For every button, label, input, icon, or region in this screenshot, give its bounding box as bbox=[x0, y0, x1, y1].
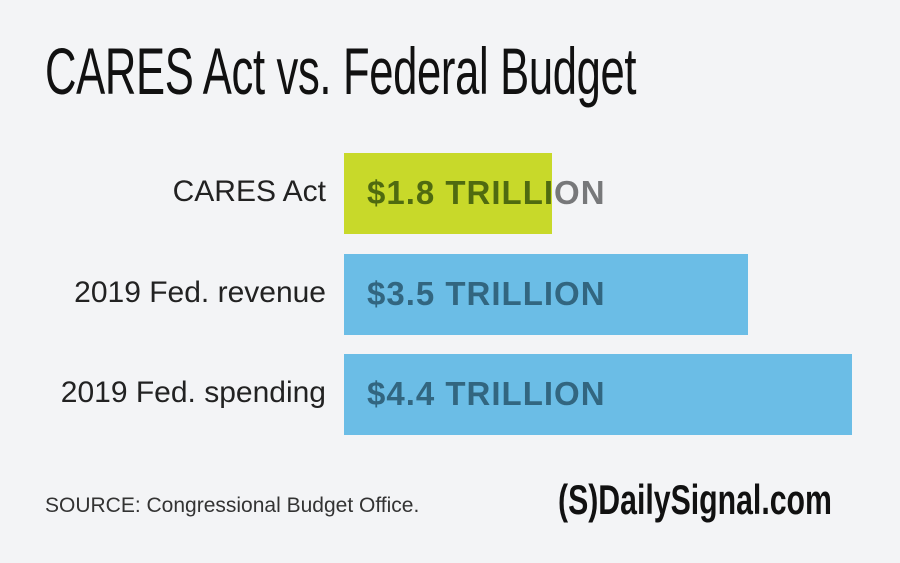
data-label: $3.5 TRILLION bbox=[367, 275, 606, 312]
data-label: $1.8 TRILLION bbox=[367, 174, 606, 211]
bar bbox=[344, 153, 552, 234]
daily-signal-logo: (S)DailySignal.com bbox=[558, 476, 832, 523]
bar bbox=[344, 354, 852, 435]
category-label: 2019 Fed. revenue bbox=[74, 276, 326, 309]
source-note: SOURCE: Congressional Budget Office. bbox=[45, 494, 420, 517]
bar bbox=[344, 254, 748, 335]
category-label: CARES Act bbox=[172, 175, 326, 208]
chart-title: CARES Act vs. Federal Budget bbox=[45, 34, 637, 108]
category-label: 2019 Fed. spending bbox=[60, 376, 326, 409]
data-label: $4.4 TRILLION bbox=[367, 375, 606, 412]
